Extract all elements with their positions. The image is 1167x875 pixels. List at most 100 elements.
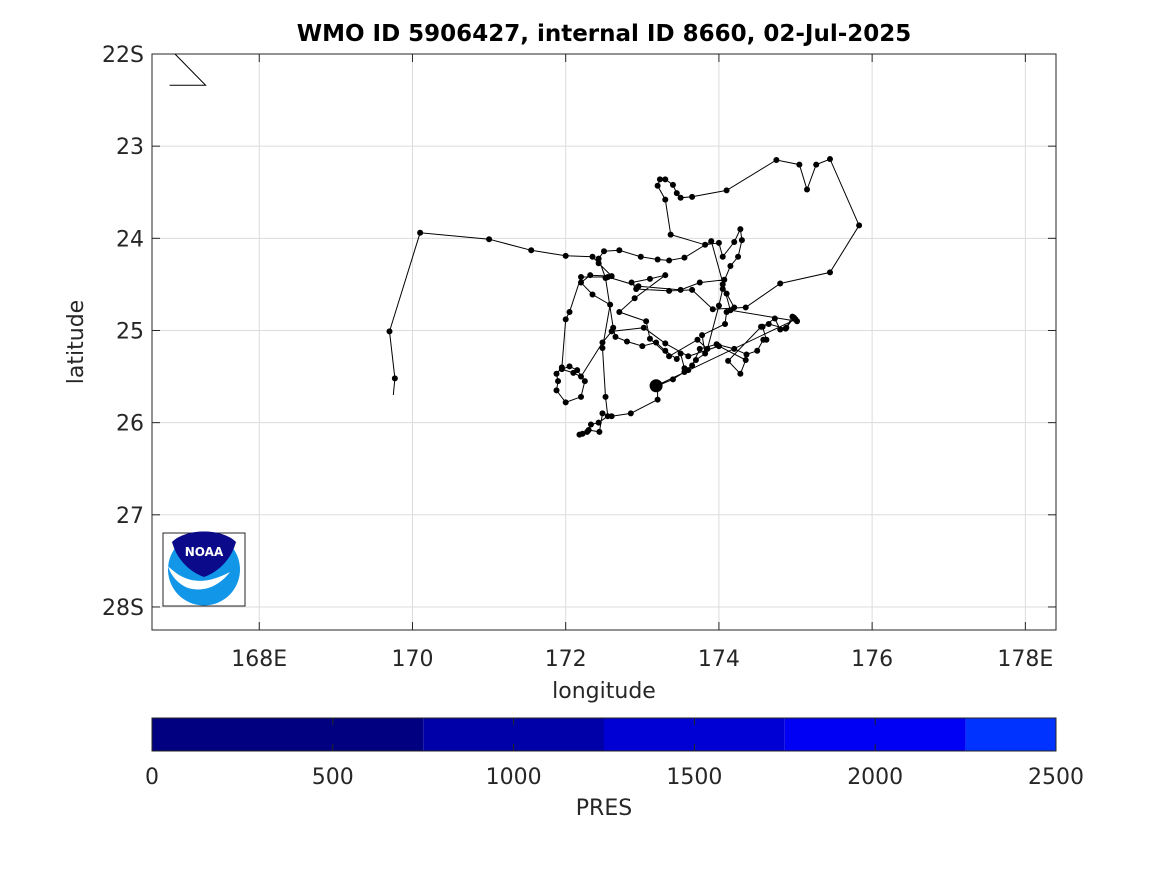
trajectory-point xyxy=(662,347,669,354)
trajectory-point xyxy=(738,237,745,244)
x-tick-label: 168E xyxy=(231,647,287,672)
colorbar-frame xyxy=(151,717,1057,752)
y-tick-label: 26 xyxy=(116,412,144,437)
trajectory-point xyxy=(662,176,669,183)
trajectory-point xyxy=(765,321,772,328)
trajectory-point xyxy=(722,321,729,328)
trajectory-point xyxy=(639,343,646,350)
trajectory-point xyxy=(727,262,734,269)
trajectory-point xyxy=(743,351,750,358)
trajectory-point xyxy=(737,370,744,377)
trajectory-point xyxy=(578,393,585,400)
trajectory-point xyxy=(640,324,647,331)
trajectory-point xyxy=(417,229,424,236)
trajectory-point xyxy=(386,328,393,335)
colorbar-tick-label: 1000 xyxy=(486,765,542,790)
trajectory-point xyxy=(646,335,653,342)
trajectory-point xyxy=(662,196,669,203)
trajectory-point xyxy=(643,318,650,325)
inset-line xyxy=(169,53,207,86)
trajectory-point xyxy=(699,332,706,339)
trajectory-point xyxy=(673,190,680,197)
x-tick-label: 170 xyxy=(391,647,433,672)
trajectory-point xyxy=(589,253,596,260)
trajectory-point xyxy=(627,410,634,417)
colorbar-label: PRES xyxy=(576,796,632,821)
trajectory-point xyxy=(771,315,778,322)
trajectory-point xyxy=(685,367,692,374)
inset-polyline xyxy=(169,53,207,86)
trajectory-point xyxy=(719,286,726,293)
trajectory-point xyxy=(608,413,615,420)
trajectory-point xyxy=(719,253,726,260)
trajectory-point xyxy=(723,187,730,194)
trajectory-point xyxy=(777,280,784,287)
trajectory-point xyxy=(827,269,833,276)
x-tick-label: 178E xyxy=(997,647,1053,672)
trajectory-point xyxy=(715,239,722,246)
trajectory-point xyxy=(601,248,607,255)
y-axis-ticks: 22S 23 24 25 26 27 28S xyxy=(102,43,1056,621)
trajectory-point xyxy=(656,176,663,183)
y-tick-label: 25 xyxy=(116,319,144,344)
trajectory-point xyxy=(804,186,811,193)
trajectory-point xyxy=(677,350,684,357)
trajectory-point xyxy=(813,161,820,168)
colorbar-tick-label: 0 xyxy=(145,765,159,790)
trajectory-point xyxy=(616,247,623,254)
colorbar-tick-label: 2000 xyxy=(847,765,903,790)
trajectory-point xyxy=(689,362,696,369)
logo-text: NOAA xyxy=(185,545,224,559)
trajectory-point xyxy=(702,241,709,248)
trajectory-point xyxy=(696,279,703,286)
trajectory-point xyxy=(667,231,674,238)
trajectory-point xyxy=(595,255,602,262)
y-tick-label: 22S xyxy=(102,43,144,68)
trajectory-point xyxy=(654,396,661,403)
y-tick-label: 23 xyxy=(116,135,144,160)
trajectory-point xyxy=(599,339,606,346)
trajectory-point xyxy=(827,156,833,163)
trajectory-point xyxy=(612,333,619,340)
trajectory-point xyxy=(391,375,398,382)
colorbar-segment xyxy=(965,718,1056,751)
trajectory-point xyxy=(553,370,560,377)
trajectory-point xyxy=(578,373,585,380)
trajectory-point xyxy=(653,339,660,346)
colorbar-tick-label: 1500 xyxy=(666,765,722,790)
chart-title: WMO ID 5906427, internal ID 8660, 02-Jul… xyxy=(297,21,912,47)
trajectory-point xyxy=(737,226,744,233)
trajectory-point xyxy=(677,194,684,201)
trajectory-point xyxy=(654,182,661,189)
trajectory-point xyxy=(555,378,562,385)
trajectory-point xyxy=(596,428,603,435)
trajectory-point xyxy=(578,279,585,286)
trajectory-point xyxy=(637,253,644,260)
trajectory-point xyxy=(562,252,569,259)
grid-lines xyxy=(152,53,1056,630)
colorbar-segment xyxy=(152,718,424,751)
trajectory-point xyxy=(723,309,730,316)
y-tick-label: 28S xyxy=(102,596,144,621)
x-tick-label: 172 xyxy=(545,647,587,672)
trajectory-point xyxy=(666,287,673,294)
trajectory-point xyxy=(721,276,728,283)
trajectory-point xyxy=(792,316,799,323)
trajectory-point xyxy=(689,286,696,293)
trajectory-point xyxy=(694,336,701,343)
trajectory-point xyxy=(702,350,709,357)
colorbar: 0 500 1000 1500 2000 2500 xyxy=(145,717,1084,790)
trajectory-point xyxy=(666,353,673,360)
trajectory-point xyxy=(673,356,680,363)
trajectory-point xyxy=(562,399,569,406)
trajectory-point xyxy=(631,295,638,302)
trajectory-point xyxy=(607,301,614,308)
trajectory-point xyxy=(742,304,749,311)
logo-wave xyxy=(168,566,230,590)
trajectory-point xyxy=(587,272,594,279)
trajectory-point xyxy=(773,156,780,163)
trajectory-point xyxy=(578,274,585,281)
trajectory-point xyxy=(669,376,676,383)
trajectory-point xyxy=(602,393,609,400)
